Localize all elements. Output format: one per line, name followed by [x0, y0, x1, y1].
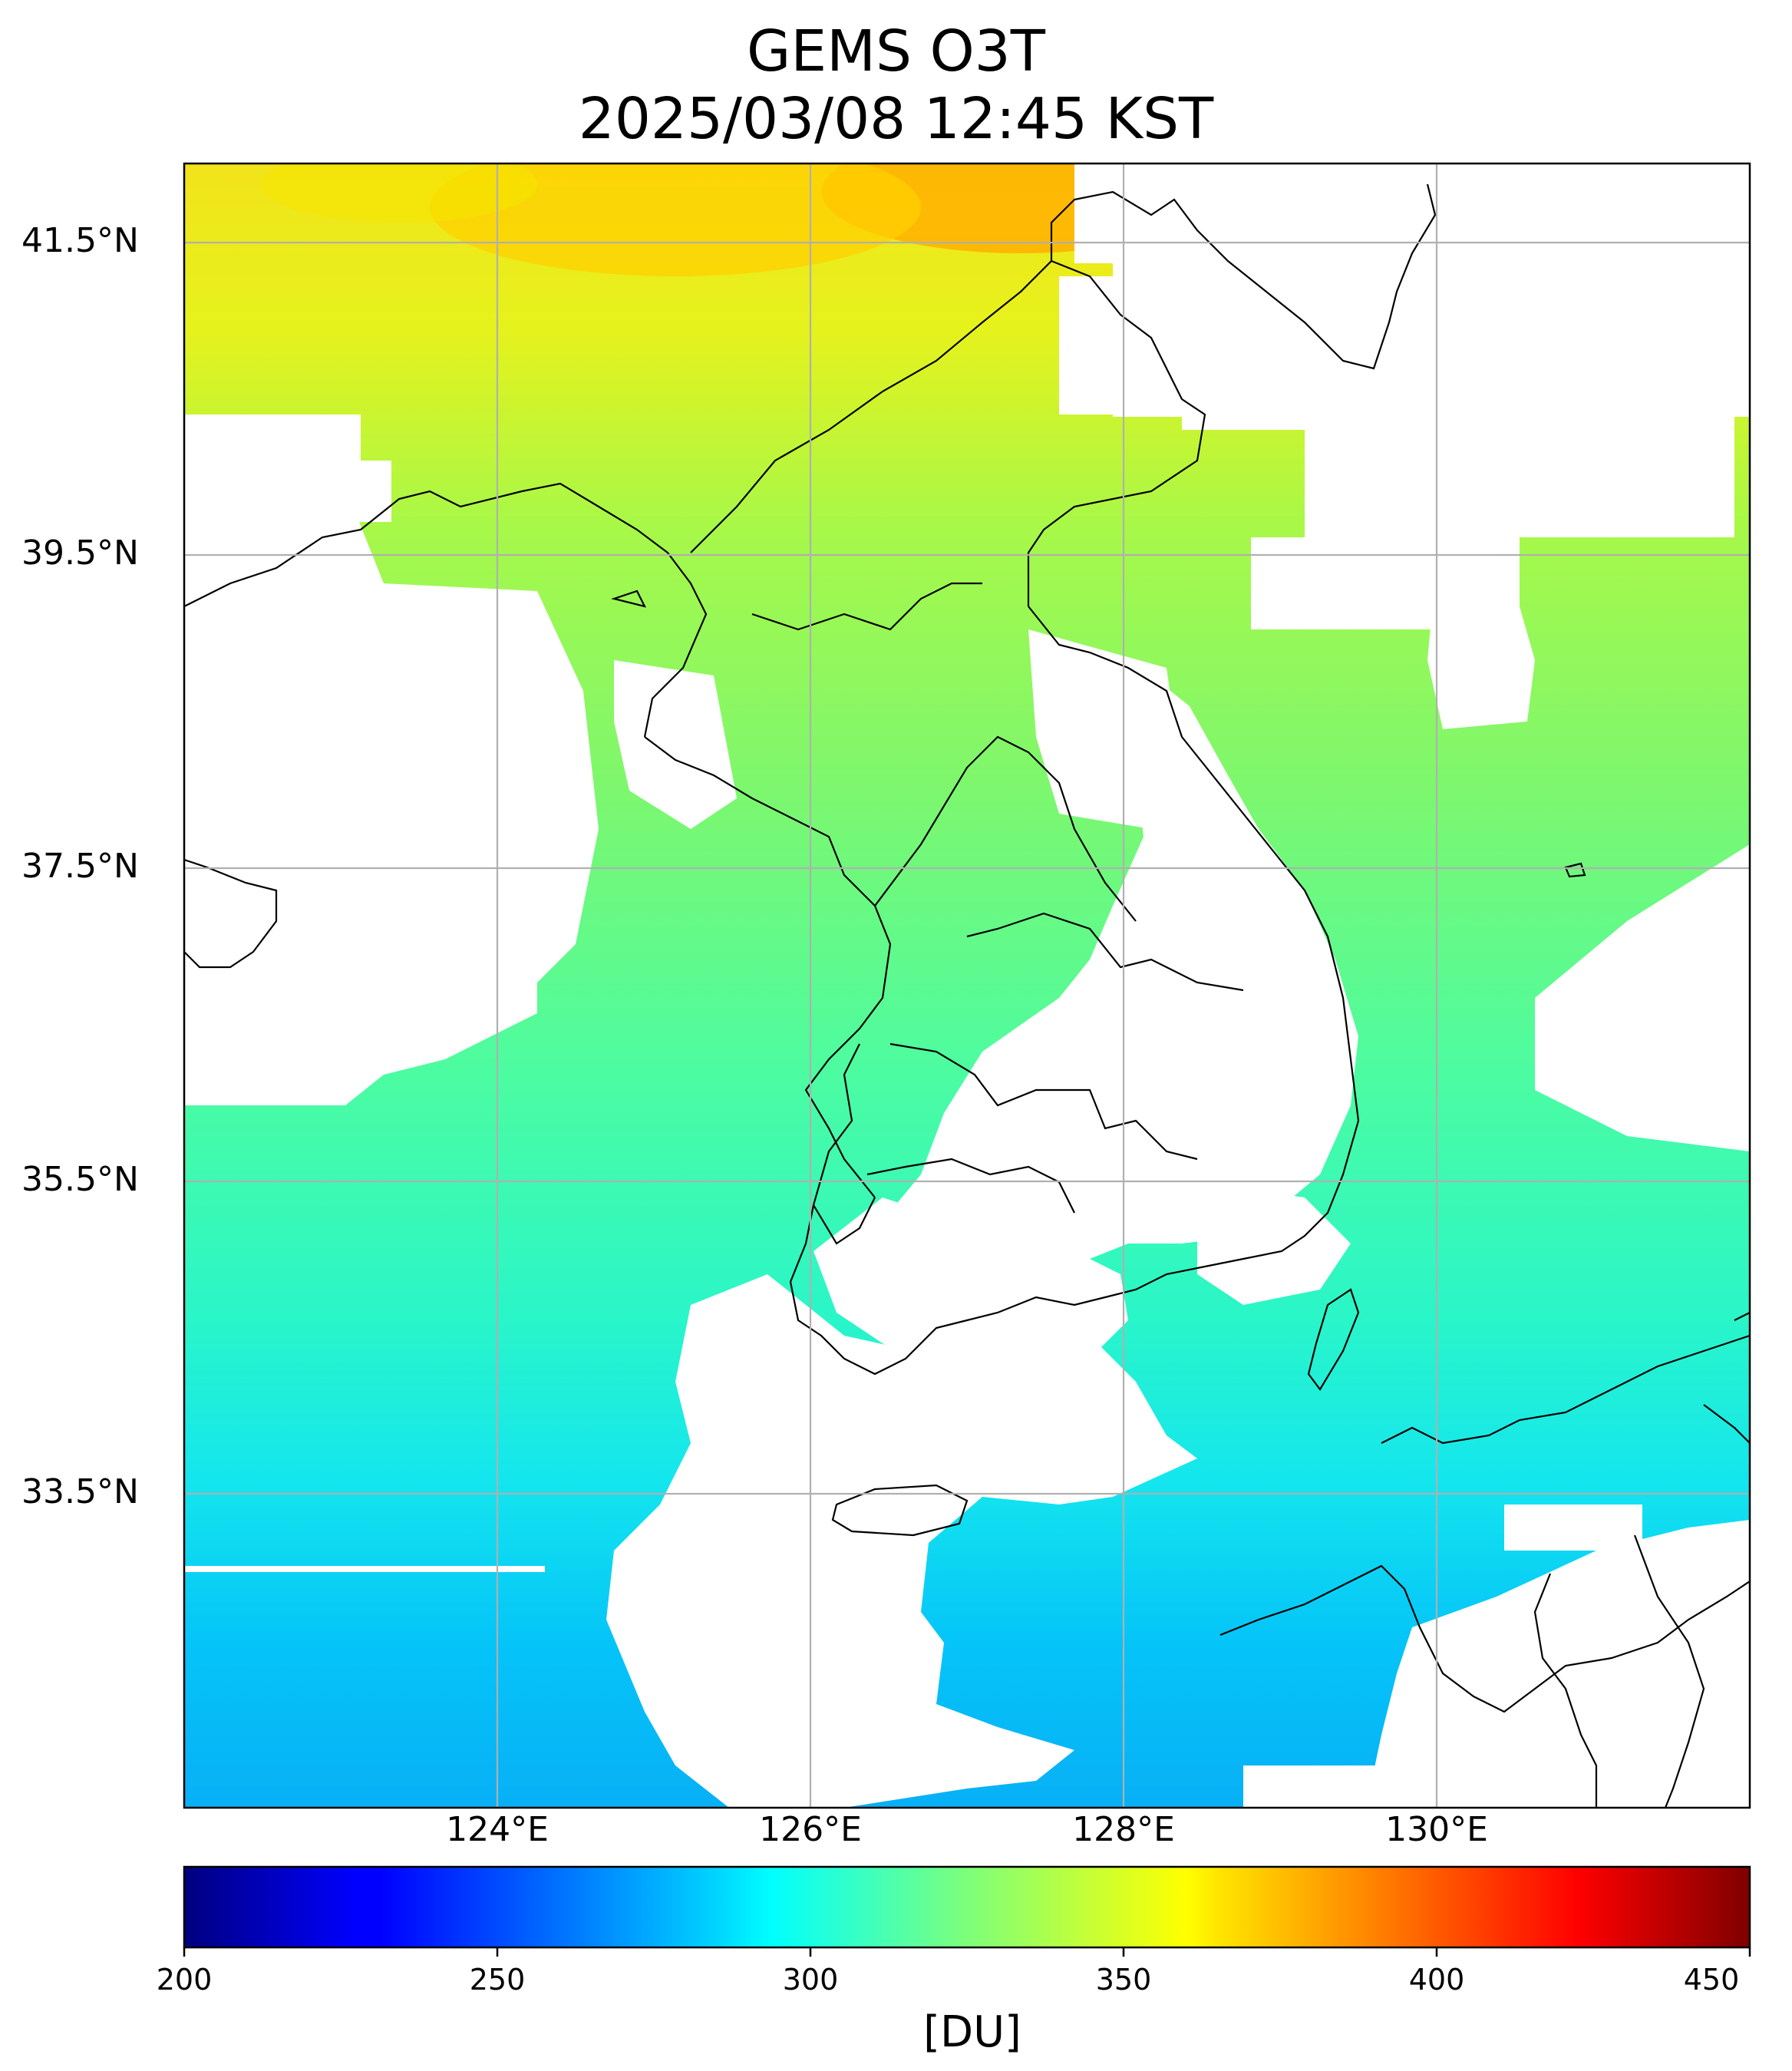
lat-label: 37.5°N [21, 847, 139, 886]
map-frame [183, 162, 1751, 1809]
colorbar-tick-label: 200 [156, 1963, 213, 1997]
colorbar-tick-label: 350 [1095, 1963, 1152, 1997]
colorbar-tick-marks [183, 1947, 1751, 1957]
colorbar-unit-label: [DU] [923, 2007, 1021, 2057]
ozone-data-field [184, 164, 1750, 1808]
lat-label: 35.5°N [21, 1160, 139, 1199]
lat-label: 41.5°N [21, 221, 139, 260]
coastlines [184, 183, 1750, 1808]
missing-data-regions [184, 164, 1750, 1808]
lon-label: 128°E [1072, 1810, 1175, 1849]
colorbar-tick-label: 400 [1408, 1963, 1465, 1997]
lon-label: 124°E [446, 1810, 549, 1849]
colorbar-gradient [184, 1867, 1750, 1947]
colorbar-tick-label: 450 [1683, 1963, 1740, 1997]
map-subtitle-timestamp: 2025/03/08 12:45 KST [578, 86, 1214, 152]
lon-label: 130°E [1385, 1810, 1488, 1849]
colorbar-tick-label: 300 [782, 1963, 839, 1997]
lon-label: 126°E [759, 1810, 862, 1849]
gridlines [184, 164, 1750, 1808]
map-title: GEMS O3T [747, 18, 1045, 84]
lat-label: 33.5°N [21, 1472, 139, 1511]
colorbar-tick-label: 250 [469, 1963, 526, 1997]
lat-label: 39.5°N [21, 533, 139, 573]
colorbar-frame [183, 1865, 1751, 1949]
